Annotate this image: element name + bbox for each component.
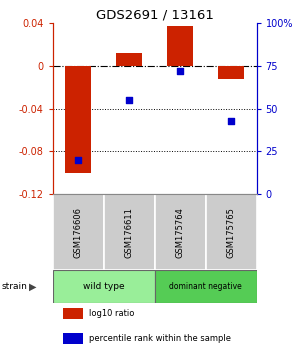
Bar <box>218 66 244 79</box>
Point <box>76 157 80 163</box>
Text: wild type: wild type <box>83 282 124 291</box>
Bar <box>65 66 91 173</box>
Title: GDS2691 / 13161: GDS2691 / 13161 <box>96 9 213 22</box>
Point <box>127 97 131 103</box>
Bar <box>154 270 256 303</box>
Bar <box>206 194 256 270</box>
Text: dominant negative: dominant negative <box>169 282 242 291</box>
Text: GSM175765: GSM175765 <box>226 207 236 258</box>
Point <box>178 68 182 74</box>
Text: GSM176606: GSM176606 <box>74 207 82 258</box>
Bar <box>103 194 154 270</box>
Text: ▶: ▶ <box>28 281 36 292</box>
Bar <box>167 26 193 66</box>
Bar <box>52 270 154 303</box>
Bar <box>52 194 104 270</box>
Bar <box>63 333 83 344</box>
Bar <box>154 194 206 270</box>
Text: strain: strain <box>2 282 27 291</box>
Text: GSM175764: GSM175764 <box>176 207 184 258</box>
Bar <box>63 308 83 319</box>
Point <box>229 118 233 124</box>
Text: log10 ratio: log10 ratio <box>89 309 135 318</box>
Text: percentile rank within the sample: percentile rank within the sample <box>89 335 231 343</box>
Text: GSM176611: GSM176611 <box>124 207 134 258</box>
Bar <box>116 53 142 66</box>
